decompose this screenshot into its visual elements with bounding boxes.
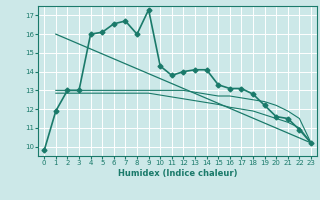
- X-axis label: Humidex (Indice chaleur): Humidex (Indice chaleur): [118, 169, 237, 178]
